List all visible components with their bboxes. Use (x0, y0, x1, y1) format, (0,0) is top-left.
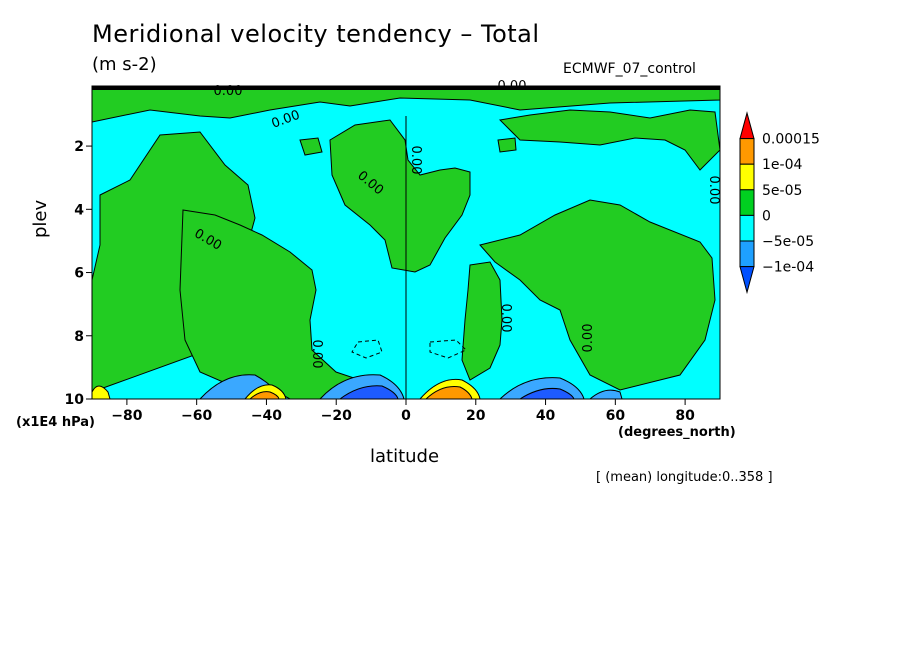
contour-region-positive-4 (479, 199, 716, 391)
contour-label-7: 0.00 (581, 324, 596, 353)
x-tick-label-5: 20 (466, 408, 486, 424)
dataset-label: ECMWF_07_control (563, 61, 696, 77)
contour-label-6: 0.00 (498, 304, 513, 333)
contour-region-positive-5 (461, 261, 503, 381)
y-axis-label: plev (30, 199, 51, 238)
x-axis-unit: (degrees_north) (618, 425, 736, 440)
y-tick-label-3: 8 (74, 329, 84, 345)
x-tick-label-0: −80 (111, 408, 142, 424)
x-tick-label-7: 60 (606, 408, 626, 424)
contour-line-negative-0 (351, 339, 383, 359)
contour-region-weak-negative-3 (588, 389, 623, 400)
colorbar-label-1: 1e-04 (762, 157, 802, 173)
range-footnote: [ (mean) longitude:0..358 ] (596, 470, 773, 485)
contour-region-positive-7 (299, 137, 323, 156)
y-tick-label-1: 4 (74, 202, 84, 218)
contour-region-strong-negative-0 (338, 385, 399, 400)
colorbar-label-4: −5e-05 (762, 234, 814, 250)
x-tick-label-1: −60 (181, 408, 212, 424)
contour-region-strong-negative-1 (518, 388, 575, 400)
colorbar-swatch-0 (739, 111, 755, 140)
colorbar-swatch-6 (739, 266, 755, 295)
colorbar-label-5: −1e-04 (762, 260, 814, 276)
x-axis-label: latitude (370, 446, 440, 467)
contour-label-0: 0.00 (214, 84, 243, 99)
contour-label-5: 0.00 (309, 340, 324, 369)
colorbar-label-3: 0 (762, 208, 771, 224)
contour-label-4: 0.00 (408, 146, 423, 175)
colorbar-swatch-2 (739, 163, 755, 191)
y-axis-unit: (x1E4 hPa) (16, 415, 95, 430)
x-tick-label-8: 80 (675, 408, 695, 424)
colorbar-label-0: 0.00015 (762, 132, 820, 148)
x-tick-label-3: −20 (321, 408, 352, 424)
chart-units: (m s-2) (92, 54, 157, 75)
x-tick-label-2: −40 (251, 408, 282, 424)
contour-region-positive-0 (91, 85, 721, 123)
contour-region-weak-positive-2 (91, 385, 111, 400)
x-tick-label-4: 0 (401, 408, 411, 424)
chart-title: Meridional velocity tendency – Total (92, 20, 540, 48)
contour-region-positive-8 (497, 137, 517, 153)
contour-label-8: 0.00 (706, 176, 721, 205)
contour-line-top-band (92, 86, 720, 90)
colorbar-label-2: 5e-05 (762, 183, 802, 199)
y-tick-label-2: 6 (74, 266, 84, 282)
colorbar-swatch-1 (739, 138, 755, 165)
y-tick-label-0: 2 (74, 139, 84, 155)
colorbar-swatch-5 (739, 240, 755, 268)
contour-line-negative-1 (429, 339, 467, 359)
contour-label-9: 0.00 (498, 79, 527, 94)
y-tick-label-4: 10 (65, 392, 85, 408)
x-tick-label-6: 40 (536, 408, 556, 424)
colorbar-swatch-3 (739, 189, 755, 216)
contour-region-positive-6 (498, 109, 721, 171)
colorbar-swatch-4 (739, 214, 755, 242)
contour-region-strong-positive-1 (424, 386, 473, 400)
contour-region-strong-positive-0 (248, 391, 280, 400)
